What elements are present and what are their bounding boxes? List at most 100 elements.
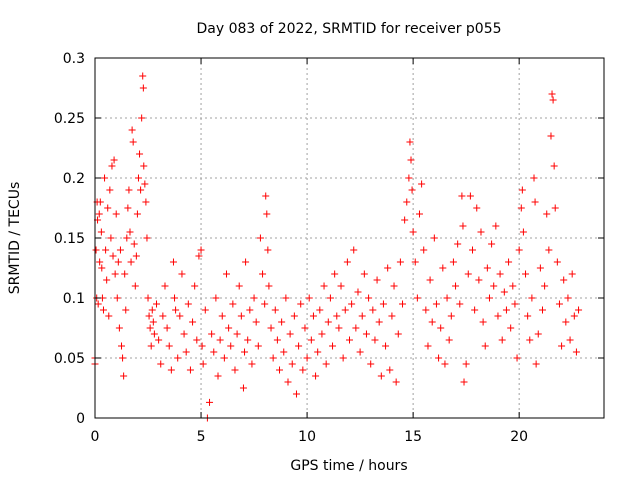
data-point xyxy=(252,318,260,326)
data-point xyxy=(199,360,207,368)
data-point xyxy=(169,258,177,266)
data-point xyxy=(267,324,275,332)
data-point xyxy=(532,360,540,368)
data-point xyxy=(171,294,179,302)
data-point xyxy=(139,72,147,80)
x-axis-label: GPS time / hours xyxy=(290,458,407,474)
data-point xyxy=(269,354,277,362)
data-point xyxy=(365,294,373,302)
data-point xyxy=(110,156,118,164)
x-tick-label: 5 xyxy=(197,429,206,445)
data-point xyxy=(149,318,157,326)
data-point xyxy=(435,354,443,362)
data-point xyxy=(505,258,513,266)
data-point xyxy=(244,336,252,344)
data-point xyxy=(543,210,551,218)
data-point xyxy=(176,312,184,320)
data-point xyxy=(259,270,267,278)
x-tick-label: 20 xyxy=(510,429,528,445)
data-point xyxy=(560,276,568,284)
data-point xyxy=(264,246,272,254)
data-point xyxy=(104,204,112,212)
data-point xyxy=(485,294,493,302)
data-point xyxy=(572,348,580,356)
data-point xyxy=(515,246,523,254)
data-point xyxy=(137,186,145,194)
y-tick-label: 0.05 xyxy=(54,351,85,367)
data-point xyxy=(447,312,455,320)
data-point xyxy=(384,264,392,272)
data-point xyxy=(324,318,332,326)
data-point xyxy=(555,300,563,308)
data-point xyxy=(241,348,249,356)
data-point xyxy=(432,300,440,308)
data-point xyxy=(112,210,120,218)
data-point xyxy=(415,210,423,218)
data-point xyxy=(106,186,114,194)
data-point xyxy=(531,198,539,206)
data-point xyxy=(96,198,104,206)
data-point xyxy=(343,258,351,266)
data-point xyxy=(494,312,502,320)
data-point xyxy=(477,228,485,236)
data-point xyxy=(466,192,474,200)
data-point xyxy=(471,306,479,314)
data-point xyxy=(121,270,129,278)
data-point xyxy=(150,330,158,338)
data-point xyxy=(452,282,460,290)
data-point xyxy=(98,264,106,272)
y-tick-label: 0.2 xyxy=(63,171,85,187)
data-point xyxy=(575,306,583,314)
data-point xyxy=(371,336,379,344)
data-point xyxy=(408,186,416,194)
data-point xyxy=(198,342,206,350)
data-point xyxy=(242,258,250,266)
data-point xyxy=(553,258,561,266)
data-point xyxy=(92,246,100,254)
data-point xyxy=(262,192,270,200)
data-point xyxy=(492,222,500,230)
data-point xyxy=(458,192,466,200)
data-point xyxy=(303,354,311,362)
data-point xyxy=(124,204,132,212)
data-point xyxy=(292,390,300,398)
data-point xyxy=(212,294,220,302)
data-point xyxy=(331,270,339,278)
data-point xyxy=(276,366,284,374)
data-point xyxy=(189,318,197,326)
data-point xyxy=(329,342,337,350)
data-point xyxy=(335,324,343,332)
data-point xyxy=(193,336,201,344)
data-point xyxy=(422,306,430,314)
data-point xyxy=(278,318,286,326)
data-point xyxy=(125,186,133,194)
data-point xyxy=(105,312,113,320)
data-point xyxy=(210,348,218,356)
data-point xyxy=(411,258,419,266)
data-point xyxy=(469,246,477,254)
data-point xyxy=(513,354,521,362)
data-point xyxy=(96,258,104,266)
data-point xyxy=(392,378,400,386)
data-point xyxy=(123,234,131,242)
data-point xyxy=(129,138,137,146)
data-point xyxy=(558,342,566,350)
data-point xyxy=(222,270,230,278)
data-point xyxy=(403,198,411,206)
data-point xyxy=(322,360,330,368)
data-point xyxy=(120,372,128,380)
data-point xyxy=(178,270,186,278)
data-point xyxy=(132,252,140,260)
data-point xyxy=(214,372,222,380)
data-point xyxy=(462,360,470,368)
data-point xyxy=(118,342,126,350)
data-point xyxy=(180,330,188,338)
data-point xyxy=(165,342,173,350)
data-point xyxy=(456,300,464,308)
data-point xyxy=(139,84,147,92)
data-point xyxy=(566,336,574,344)
data-point xyxy=(320,282,328,290)
data-point xyxy=(94,300,102,308)
y-tick-label: 0 xyxy=(76,411,85,427)
